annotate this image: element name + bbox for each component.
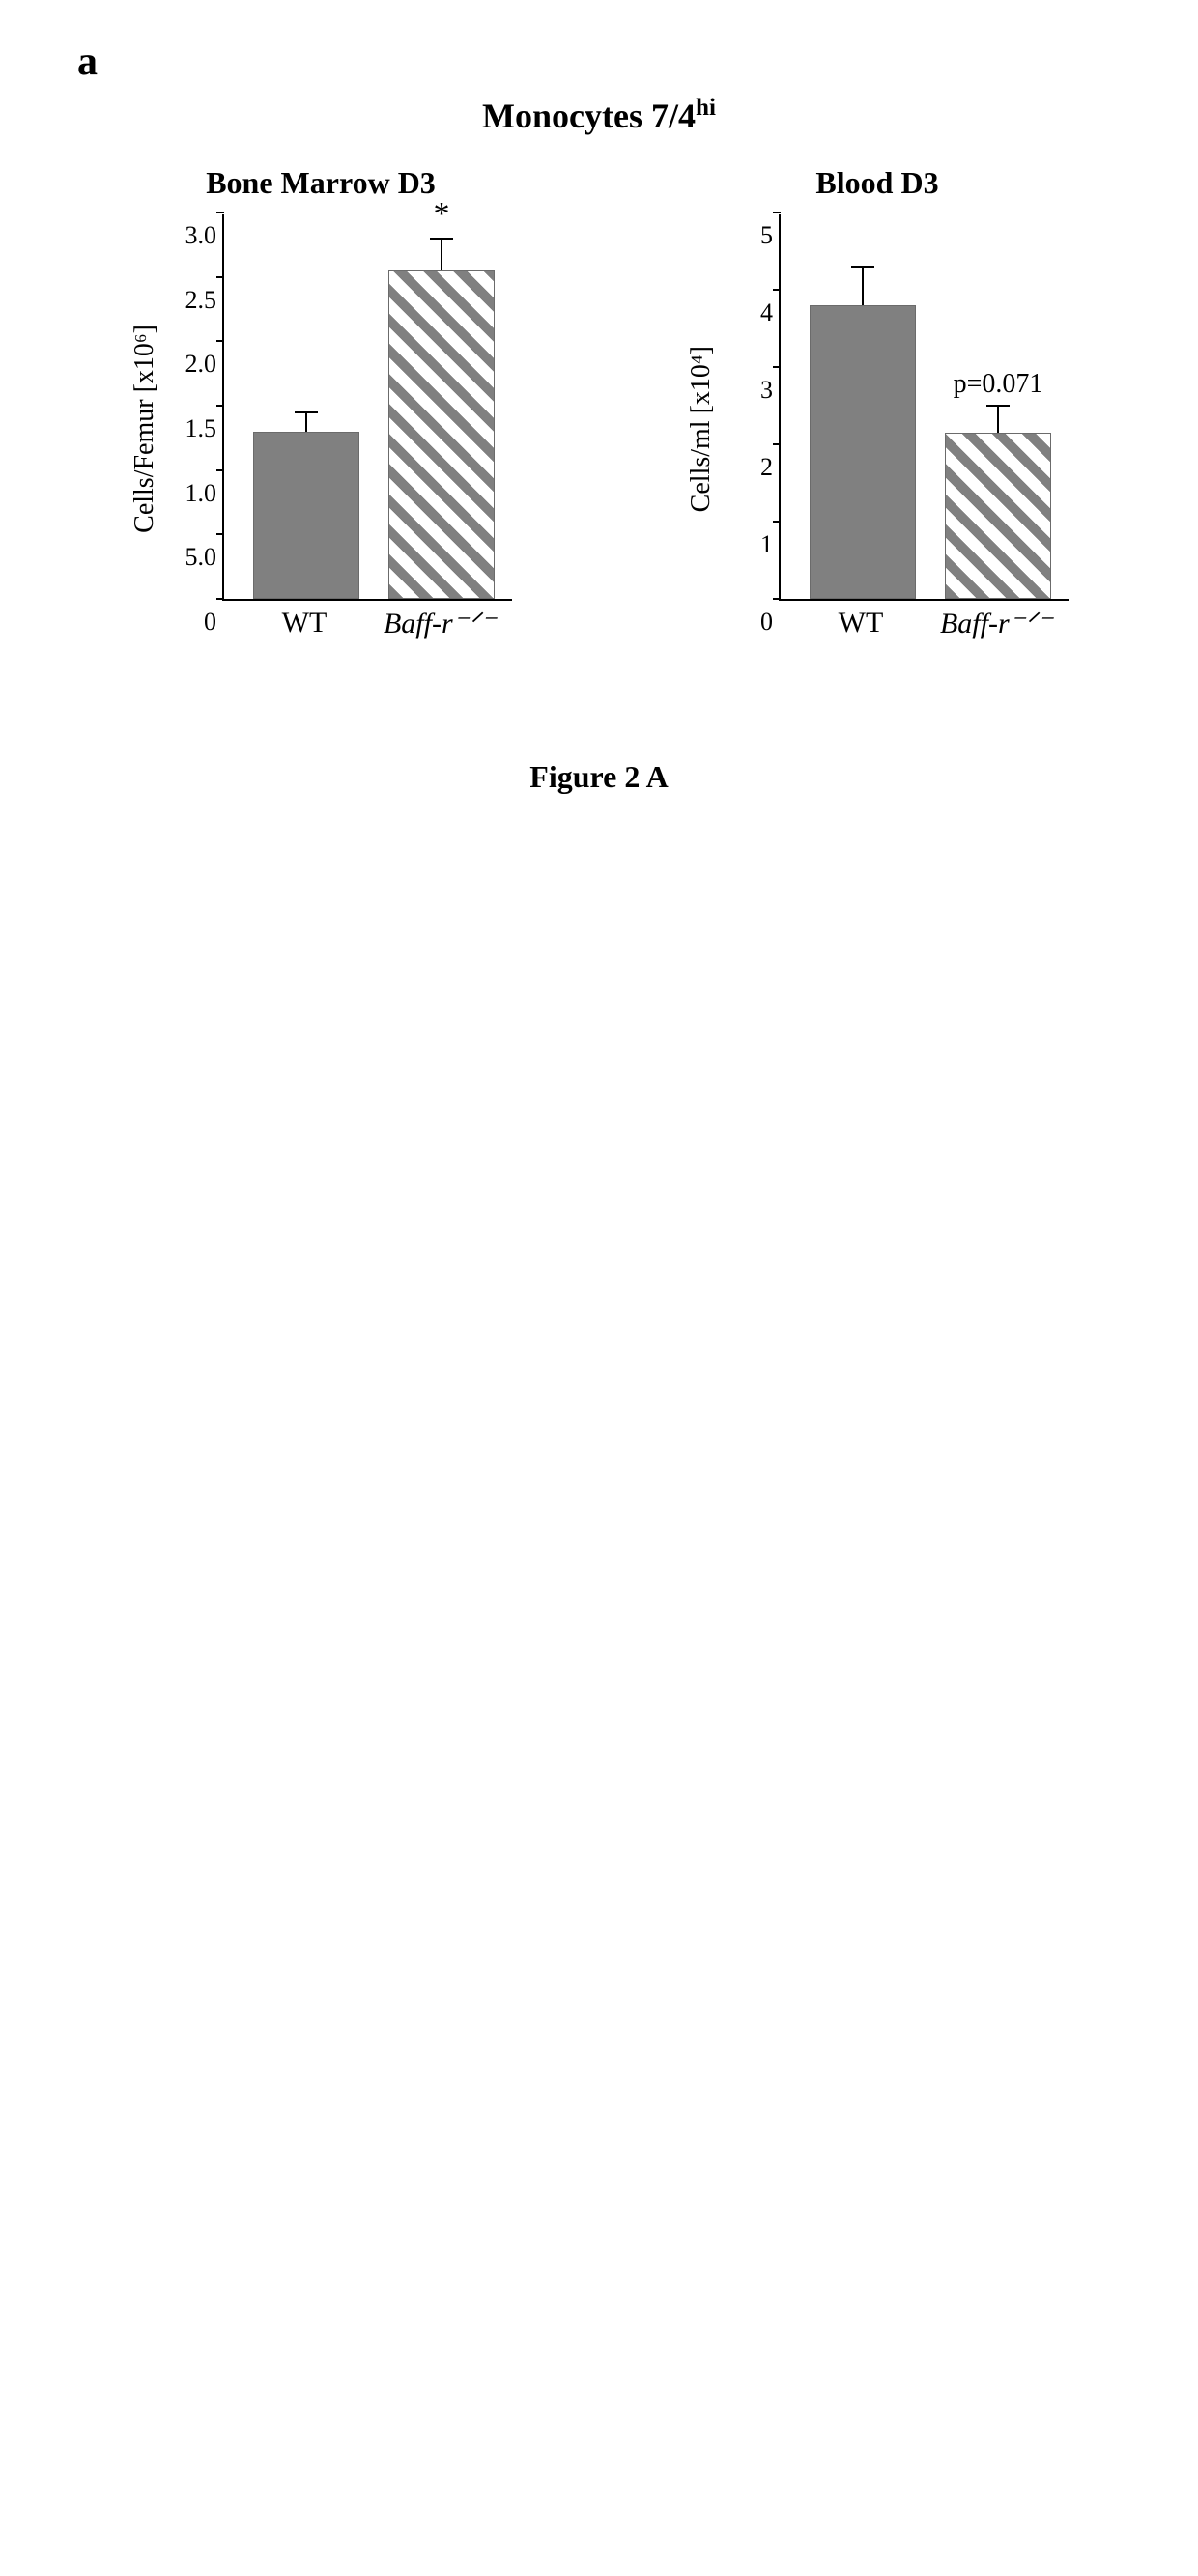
bar-wt [810,305,916,599]
y-axis-label: Cells/ml [x10⁴] [686,346,717,512]
plot-area: p=0.071 [779,214,1069,601]
figure-panel: a Monocytes 7/4hi Bone Marrow D3 Cells/Fe… [77,39,1121,795]
error-bar [305,412,307,432]
y-tick-label: 3.0 [185,221,217,250]
y-tick-mark [773,366,781,368]
y-tick-mark [216,405,224,407]
y-tick-label: 4 [760,298,773,327]
y-tick-label: 1.0 [185,479,217,508]
y-tick-mark [773,443,781,445]
y-tick-label: 5.0 [185,543,217,572]
y-tick-mark [216,340,224,342]
x-tick-label: WT [839,607,884,639]
x-axis: WT Baff-r⁻ᐟ⁻ [222,607,512,643]
y-axis: 05.01.01.52.02.53.0 [168,236,222,622]
y-tick-mark [216,469,224,471]
y-tick-mark [773,521,781,523]
error-cap [430,238,453,240]
y-tick-mark [216,533,224,535]
chart-area: Cells/ml [x10⁴] 0 1 2 3 4 5 p=0.071 WT Baff-r⁻ᐟ⁻ [686,214,1069,643]
error-cap [295,411,318,413]
error-cap [986,405,1010,407]
y-tick-label: 2.0 [185,350,217,379]
plot-area: * [222,214,512,601]
y-tick-label: 3 [760,376,773,405]
error-cap [851,266,874,268]
x-tick-label: Baff-r⁻ᐟ⁻ [384,607,496,640]
panel-label: a [77,39,98,85]
y-tick-mark [216,212,224,213]
y-tick-label: 5 [760,221,773,250]
y-tick-mark [216,276,224,278]
error-bar [441,239,442,270]
error-bar [862,267,864,305]
chart-blood: Blood D3 Cells/ml [x10⁴] 0 1 2 3 4 5 p=0.071 WT Ba… [686,165,1069,643]
y-axis-label: Cells/Femur [x10⁶] [129,325,160,533]
y-tick-mark [216,598,224,600]
y-tick-label: 0 [204,608,216,637]
annotation: p=0.071 [954,369,1043,400]
y-tick-label: 1 [760,530,773,559]
super-title-sup: hi [696,95,716,121]
chart-title: Blood D3 [815,165,938,201]
chart-bone-marrow: Bone Marrow D3 Cells/Femur [x10⁶] 0 5.0 1.0 1… [129,165,512,643]
y-tick-label: 1.5 [185,414,217,443]
y-axis: 012345 [725,236,779,622]
x-tick-label: Baff-r⁻ᐟ⁻ [940,607,1052,640]
super-title: Monocytes 7/4hi [482,95,716,136]
y-tick-mark [773,212,781,213]
annotation: * [434,196,450,233]
x-axis: WT Baff-r⁻ᐟ⁻ [779,607,1069,643]
super-title-text: Monocytes 7/4 [482,97,696,135]
bar-wt [253,432,359,599]
charts-row: Bone Marrow D3 Cells/Femur [x10⁶] 0 5.0 1.0 1… [77,165,1121,643]
chart-area: Cells/Femur [x10⁶] 0 5.0 1.0 1.5 2.0 2.5 3.0* WT… [129,214,512,643]
bar-baffr [388,270,495,599]
x-tick-label: WT [282,607,328,639]
error-bar [997,406,999,433]
y-tick-label: 2 [760,453,773,482]
y-tick-mark [773,598,781,600]
y-tick-label: 0 [760,608,773,637]
chart-title: Bone Marrow D3 [206,165,436,201]
figure-caption: Figure 2 A [529,759,668,795]
bar-baffr [945,433,1051,599]
y-tick-mark [773,289,781,291]
y-tick-label: 2.5 [185,286,217,315]
